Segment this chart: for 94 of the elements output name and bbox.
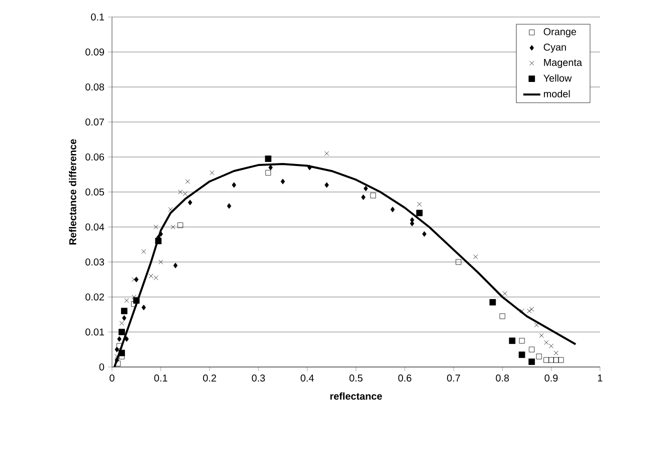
- point: [370, 192, 376, 198]
- y-tick-label: 0.03: [85, 258, 104, 266]
- point: [141, 249, 146, 254]
- point: [422, 231, 426, 237]
- point: [473, 254, 478, 260]
- x-tick-label: 0.7: [447, 374, 460, 382]
- point: [185, 179, 190, 184]
- point: [544, 357, 550, 363]
- point: [132, 277, 136, 282]
- legend-label: Magenta: [544, 59, 582, 68]
- y-axis-title: Reflectance difference: [68, 139, 76, 244]
- point: [118, 350, 125, 356]
- point: [416, 210, 423, 216]
- point: [154, 224, 158, 230]
- point: [554, 350, 558, 356]
- point: [119, 320, 124, 326]
- y-tick-label: 0.09: [85, 48, 104, 56]
- legend-label: Cyan: [544, 44, 566, 53]
- point: [118, 328, 125, 336]
- point: [534, 322, 539, 328]
- x-tick-label: 0.1: [154, 374, 168, 382]
- point: [264, 156, 272, 162]
- y-tick-label: 0.08: [85, 83, 104, 91]
- point: [133, 297, 140, 304]
- point: [265, 170, 271, 176]
- point: [114, 346, 120, 352]
- point: [553, 357, 559, 363]
- point: [456, 259, 462, 265]
- y-tick-label: 0.04: [85, 223, 104, 231]
- point: [134, 276, 139, 282]
- point: [158, 260, 164, 264]
- legend-label: Yellow: [544, 74, 572, 82]
- point: [232, 182, 236, 188]
- x-tick-label: 0.4: [300, 374, 314, 382]
- point: [117, 336, 122, 342]
- point: [526, 308, 532, 314]
- y-tick-label: 0.02: [85, 293, 104, 301]
- point: [324, 182, 329, 188]
- point: [529, 306, 534, 312]
- point: [173, 262, 178, 268]
- x-tick-label: 1: [598, 374, 602, 382]
- x-tick-label: 0: [110, 374, 114, 382]
- point: [500, 313, 506, 320]
- y-tick-label: 0.05: [85, 188, 104, 196]
- point: [520, 308, 524, 314]
- x-tick-label: 0.9: [544, 374, 558, 382]
- point: [115, 360, 121, 366]
- x-tick-label: 0.8: [496, 374, 509, 382]
- point: [489, 299, 496, 306]
- point: [536, 354, 542, 360]
- point: [528, 358, 535, 365]
- point: [324, 151, 330, 156]
- point: [390, 206, 395, 212]
- point: [122, 315, 126, 321]
- point: [114, 357, 120, 363]
- point: [518, 352, 526, 358]
- point: [417, 202, 422, 207]
- x-tick-label: 0.2: [203, 374, 216, 382]
- x-axis-title: reflectance: [330, 392, 382, 400]
- point: [558, 357, 564, 363]
- y-tick-label: 0: [99, 363, 104, 371]
- point: [548, 344, 554, 348]
- point: [226, 203, 232, 209]
- point: [519, 338, 525, 344]
- y-tick-label: 0.01: [85, 328, 104, 336]
- point: [280, 178, 285, 184]
- point: [178, 222, 184, 228]
- point: [116, 343, 122, 349]
- y-tick-label: 0.07: [85, 118, 104, 126]
- point: [508, 338, 516, 344]
- point: [124, 298, 129, 303]
- point: [539, 333, 544, 338]
- point: [308, 164, 312, 170]
- point: [158, 231, 163, 237]
- point: [528, 346, 534, 352]
- point: [364, 186, 368, 192]
- point: [168, 207, 173, 212]
- point: [548, 357, 554, 363]
- legend-label: Orange: [544, 28, 576, 38]
- x-tick-label: 0.5: [349, 374, 363, 382]
- legend-label: model: [544, 90, 570, 98]
- point: [544, 340, 549, 345]
- x-tick-label: 0.3: [252, 374, 265, 382]
- y-tick-label: 0.1: [91, 13, 104, 21]
- point: [142, 304, 146, 310]
- point: [502, 291, 508, 296]
- y-tick-label: 0.06: [85, 153, 104, 161]
- point: [155, 238, 162, 244]
- point: [132, 294, 136, 300]
- x-tick-label: 0.6: [398, 374, 412, 382]
- point: [188, 200, 192, 206]
- point: [121, 308, 128, 314]
- point: [210, 170, 214, 176]
- point: [124, 336, 129, 342]
